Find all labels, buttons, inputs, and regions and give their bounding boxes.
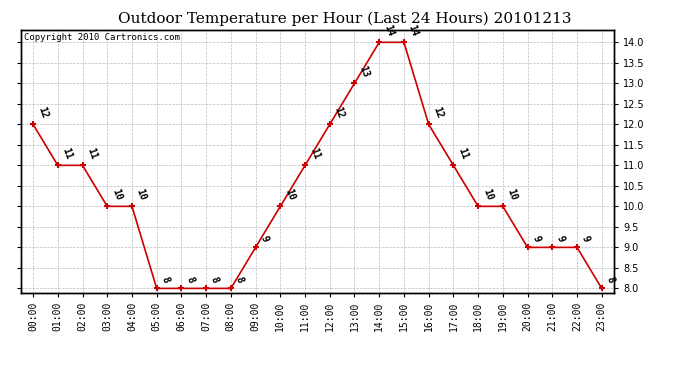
Text: 8: 8 [209, 275, 220, 284]
Text: 10: 10 [135, 188, 148, 202]
Text: 10: 10 [283, 188, 297, 202]
Text: 8: 8 [234, 275, 245, 284]
Text: 8: 8 [184, 275, 195, 284]
Text: 14: 14 [406, 24, 420, 38]
Text: 11: 11 [308, 147, 322, 161]
Text: 9: 9 [580, 234, 591, 243]
Text: 11: 11 [86, 147, 99, 161]
Text: 11: 11 [456, 147, 470, 161]
Text: 12: 12 [333, 106, 346, 120]
Text: 12: 12 [431, 106, 445, 120]
Text: 14: 14 [382, 24, 395, 38]
Text: 8: 8 [604, 275, 616, 284]
Text: 9: 9 [555, 234, 566, 243]
Text: 10: 10 [506, 188, 519, 202]
Text: 8: 8 [159, 275, 171, 284]
Text: Copyright 2010 Cartronics.com: Copyright 2010 Cartronics.com [23, 33, 179, 42]
Text: 9: 9 [258, 234, 270, 243]
Text: 11: 11 [61, 147, 74, 161]
Text: 10: 10 [110, 188, 124, 202]
Text: 9: 9 [531, 234, 542, 243]
Text: 13: 13 [357, 65, 371, 79]
Text: Outdoor Temperature per Hour (Last 24 Hours) 20101213: Outdoor Temperature per Hour (Last 24 Ho… [118, 11, 572, 26]
Text: 10: 10 [481, 188, 494, 202]
Text: 12: 12 [36, 106, 49, 120]
